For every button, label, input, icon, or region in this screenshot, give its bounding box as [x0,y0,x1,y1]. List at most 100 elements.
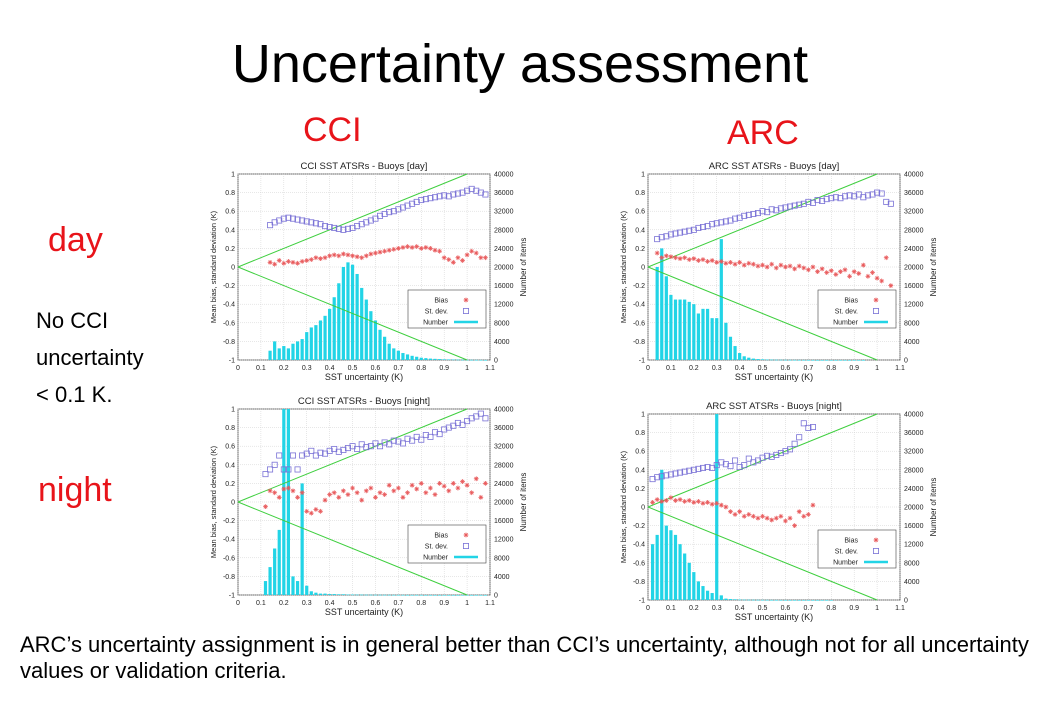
y2-axis-label: Number of items [519,473,528,532]
stdev-point [418,436,425,443]
number-bar [692,572,696,600]
number-bar [447,359,451,361]
stdev-point [658,234,665,241]
bias-point [764,515,770,521]
side-note: No CCI uncertainty < 0.1 K. [36,302,196,413]
x-tick-label: 0.7 [803,605,813,612]
stdev-point [819,197,826,204]
bias-point [760,513,765,519]
stdev-point [681,228,688,235]
bias-point [313,255,319,261]
bias-point [391,246,397,252]
bias-point [400,494,406,500]
number-bar [273,341,277,360]
bias-point [304,508,310,514]
number-bar [392,594,396,596]
number-bar [369,311,373,360]
y2-tick-label: 0 [904,598,908,605]
stdev-point [672,230,679,237]
number-bar [323,593,327,595]
bias-point [354,490,360,496]
number-bar [802,359,806,361]
x-tick-label: 0.2 [689,365,699,372]
bias-point [673,255,678,261]
bias-point [805,267,811,273]
number-bar [857,359,861,361]
stdev-point [367,217,374,224]
stdev-point [695,224,702,231]
stdev-point [468,415,475,422]
y-tick-label: -0.8 [223,574,235,581]
number-bar [350,264,355,360]
bias-point [654,497,660,502]
bias-point [879,278,885,284]
x-tick-label: 0.2 [279,365,289,372]
number-bar [834,359,838,361]
number-bar [282,346,286,360]
number-bar [410,355,414,360]
bias-point [815,269,820,275]
number-bar [268,350,272,360]
slide-title: Uncertainty assessment [231,34,809,94]
y2-tick-label: 40000 [494,407,514,414]
number-bar [337,283,341,360]
y2-tick-label: 12000 [494,302,514,309]
y-tick-label: 0.8 [635,430,645,437]
stdev-point [686,467,693,474]
bias-point [805,512,811,517]
number-bar [751,358,755,360]
y2-tick-label: 16000 [494,283,514,290]
stdev-point [299,452,306,459]
number-bar [328,594,332,595]
bias-point [705,259,710,264]
number-bar [655,267,659,360]
x-tick-label: 0.6 [781,365,791,372]
number-bar [442,359,446,360]
number-bar [309,327,313,360]
stdev-point [340,446,347,453]
stdev-point [851,193,858,200]
y-tick-label: 0 [231,500,235,507]
bias-point [792,523,798,528]
x-tick-label: 0.3 [302,365,312,372]
bias-point [432,247,438,253]
stdev-point [308,447,315,454]
number-bar [733,346,737,360]
bias-point [668,254,674,260]
bias-point [728,509,733,515]
number-bar [829,599,833,601]
stdev-point [704,464,711,471]
stdev-point [796,201,803,208]
bias-point [686,257,692,262]
legend-label: Bias [434,298,448,305]
x-tick-label: 1 [875,365,879,372]
stdev-point [828,195,835,202]
number-bar [291,343,295,360]
stdev-point [409,200,416,207]
number-bar [788,599,792,601]
bias-point [783,264,788,270]
number-bar [419,357,423,360]
number-bar [825,599,829,601]
bias-point [714,500,720,506]
bias-point [418,246,424,251]
number-bar [447,594,451,596]
number-bar [701,308,705,360]
stdev-point [349,224,356,231]
stdev-point [736,464,743,471]
stdev-point [681,468,688,475]
row-label-night: night [38,471,112,509]
reference-line [647,266,878,361]
number-bar [332,594,336,595]
number-bar [373,320,378,360]
bias-point [464,482,470,488]
x-tick-label: 0.7 [393,600,403,607]
number-bar [364,594,368,596]
bias-point [851,269,857,275]
bias-point [432,492,438,497]
number-bar [428,358,433,360]
stdev-point [280,215,287,222]
number-bar [350,594,355,596]
y2-tick-label: 0 [494,593,498,600]
x-tick-label: 0.5 [348,600,358,607]
